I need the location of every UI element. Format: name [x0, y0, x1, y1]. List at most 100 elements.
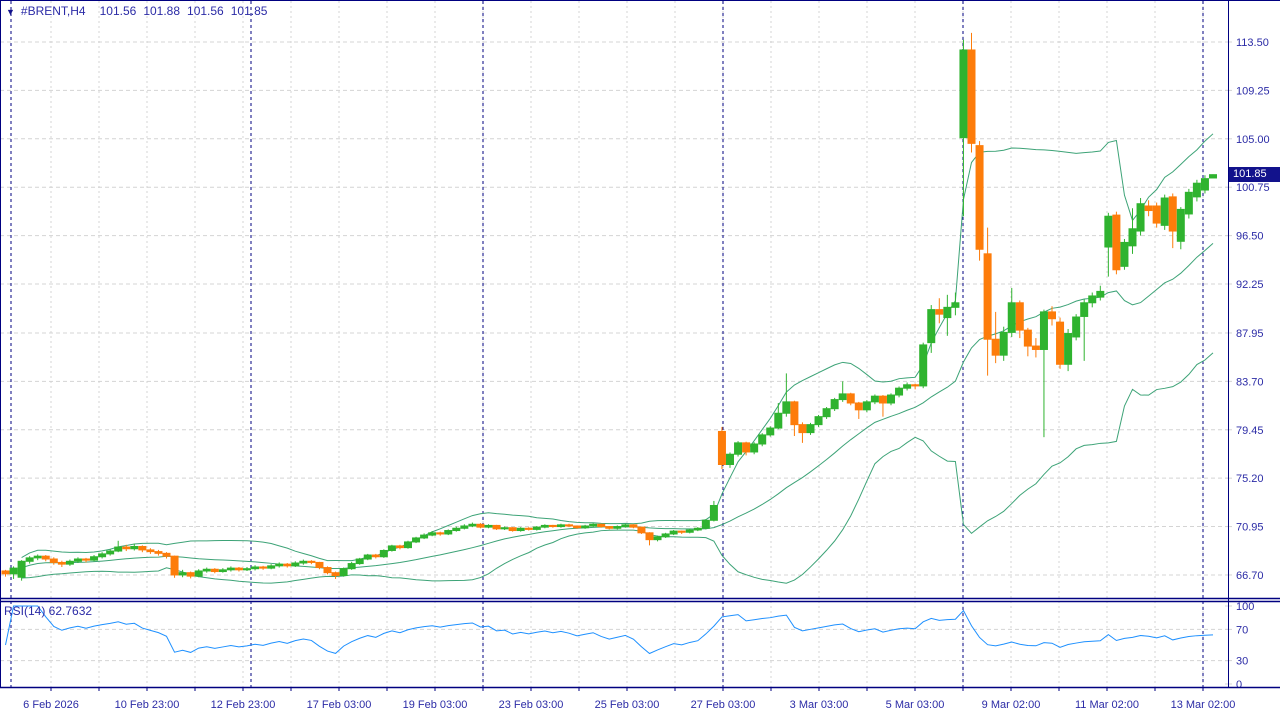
candle-body — [315, 561, 324, 569]
price-axis-label: 75.20 — [1236, 473, 1264, 485]
candle-body — [556, 524, 565, 528]
candle-body — [742, 442, 751, 453]
price-axis-label: 83.70 — [1236, 376, 1264, 388]
candle-body — [758, 434, 767, 445]
candle-body — [701, 519, 710, 529]
candle-body — [903, 384, 912, 389]
candle-body — [251, 566, 260, 570]
candle-body — [299, 560, 308, 564]
candle-body — [1209, 174, 1217, 179]
candle-body — [854, 402, 863, 411]
candle-body — [581, 525, 590, 529]
bollinger-upper — [21, 133, 1214, 562]
candle-body — [404, 541, 412, 549]
candle-body — [162, 552, 171, 557]
candle-body — [1120, 241, 1129, 267]
candle-body — [307, 560, 316, 563]
candle-body — [846, 393, 855, 404]
candle-body — [57, 561, 66, 565]
candle-body — [98, 553, 107, 558]
candle-body — [870, 395, 879, 403]
price-axis-label: 113.50 — [1236, 37, 1269, 49]
candle-body — [685, 529, 694, 533]
candle-body — [452, 527, 461, 532]
candle-body — [275, 563, 284, 567]
ohlc-open: 101.56 — [99, 4, 137, 18]
candle-body — [154, 551, 163, 554]
candle-body — [363, 554, 372, 560]
candle-body — [919, 344, 928, 387]
candle-body — [25, 557, 34, 562]
price-axis-label: 105.00 — [1236, 134, 1270, 146]
candle-body — [661, 533, 670, 538]
candle-body — [951, 302, 960, 308]
candle-body — [468, 523, 477, 527]
candle-body — [1064, 333, 1073, 365]
candle-body — [146, 549, 155, 553]
candle-body — [138, 545, 147, 551]
candle-body — [130, 545, 139, 550]
price-axis-label: 87.95 — [1236, 328, 1264, 340]
price-axis-label: 100.75 — [1236, 182, 1270, 194]
candle-body — [524, 527, 533, 530]
symbol-marker-icon: ▼ — [6, 7, 15, 17]
candle-body — [838, 393, 847, 401]
candle-body — [975, 145, 984, 250]
candle-body — [9, 567, 18, 575]
ohlc-low: 101.56 — [187, 4, 224, 18]
candle-body — [637, 526, 646, 534]
candle-body — [589, 523, 598, 527]
candle-body — [726, 453, 734, 465]
candle-body — [967, 49, 976, 144]
candle-body — [935, 309, 944, 315]
candle-body — [911, 384, 920, 387]
candle-body — [774, 412, 783, 429]
candle-body — [428, 532, 437, 536]
price-axis-label: 92.25 — [1236, 279, 1264, 291]
candle-body — [82, 558, 90, 561]
candle-body — [629, 524, 638, 528]
ohlc-header: ▼ #BRENT,H4 101.56 101.88 101.56 101.85 — [6, 4, 274, 18]
candle-body — [355, 558, 364, 565]
candle-body — [1112, 214, 1121, 271]
candle-body — [259, 566, 268, 569]
candle-body — [790, 401, 799, 426]
candle-body — [17, 560, 26, 578]
price-axis-label: 109.25 — [1236, 85, 1270, 97]
candle-body — [1088, 295, 1097, 304]
candle-body — [1023, 329, 1032, 347]
candle-body — [1007, 302, 1016, 333]
candle-body — [717, 430, 726, 465]
candle-body — [677, 530, 686, 533]
candle-body — [573, 525, 582, 529]
candle-body — [379, 549, 388, 558]
bollinger-lower — [21, 352, 1214, 584]
candle-body — [41, 555, 50, 560]
candle-body — [621, 524, 630, 528]
candle-body — [323, 567, 332, 574]
candle-body — [194, 570, 203, 577]
candle-body — [492, 524, 501, 530]
time-axis-label: 12 Feb 23:00 — [211, 699, 276, 711]
candle-body — [178, 572, 187, 576]
ohlc-high: 101.88 — [143, 4, 181, 18]
candle-body — [114, 546, 123, 552]
candle-body — [734, 442, 743, 455]
bollinger-middle — [21, 242, 1214, 570]
candle-body — [339, 568, 348, 577]
price-axis-label: 70.95 — [1236, 522, 1264, 534]
candle-body — [540, 524, 549, 528]
candle-body — [1031, 345, 1040, 350]
candle-body — [291, 562, 300, 567]
time-axis-label: 27 Feb 03:00 — [691, 699, 756, 711]
candle-body — [1152, 205, 1161, 224]
candle-body — [1048, 311, 1056, 320]
candle-body — [170, 555, 179, 576]
candle-body — [49, 558, 58, 563]
candle-body — [1039, 311, 1048, 350]
candle-body — [444, 530, 453, 535]
candle-body — [613, 526, 622, 529]
candle-body — [862, 401, 871, 411]
